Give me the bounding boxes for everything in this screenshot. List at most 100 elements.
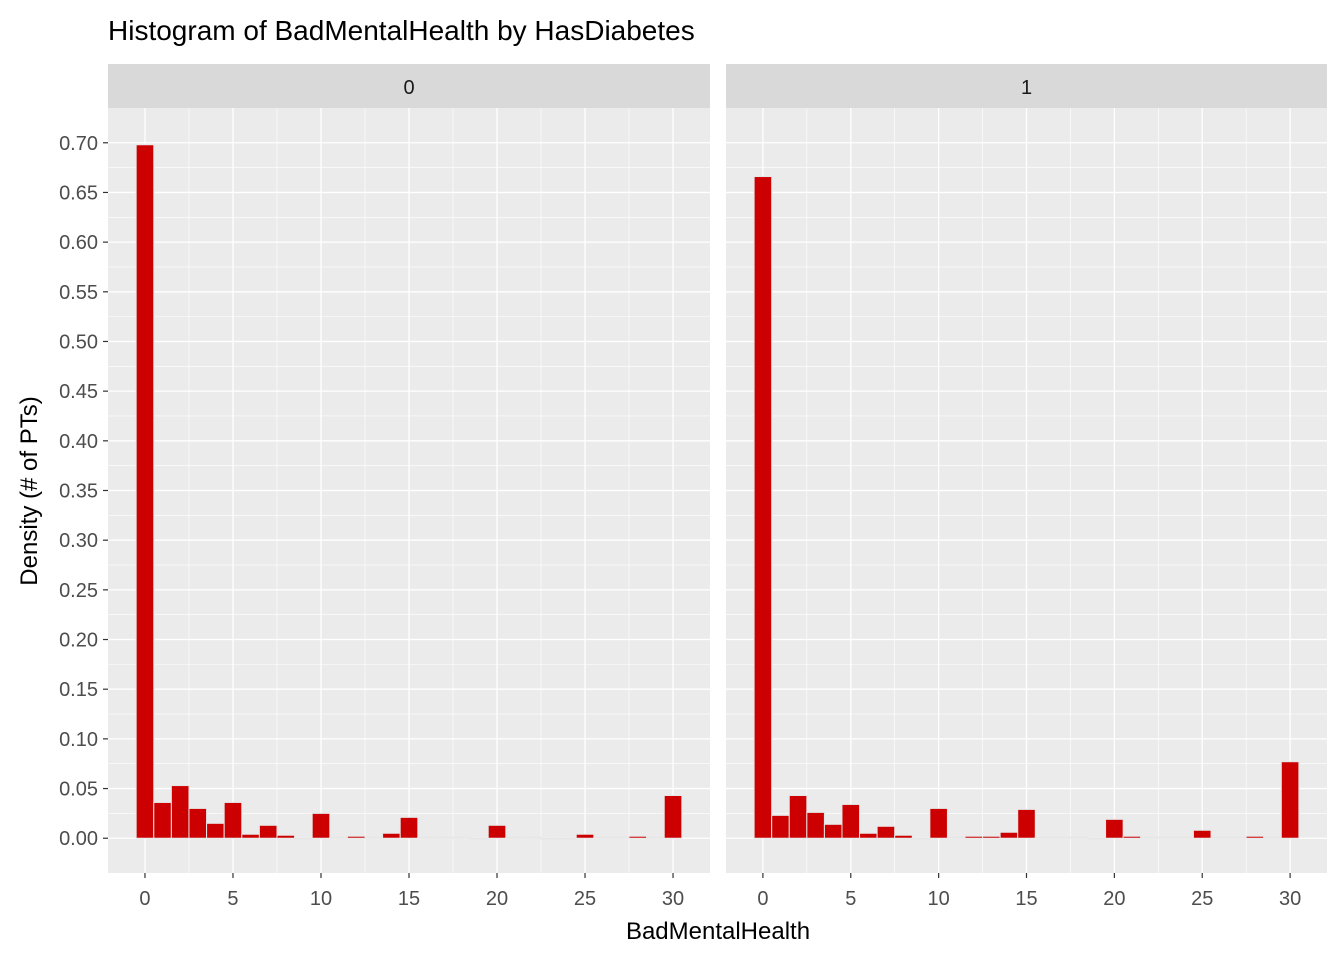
x-tick-label: 20 — [1103, 888, 1125, 910]
histogram-bar — [1034, 836, 1054, 839]
histogram-bar — [364, 836, 384, 839]
histogram-bar — [1105, 818, 1124, 839]
y-tick-label: 0.15 — [59, 679, 98, 701]
facet-strip-label: 1 — [1021, 77, 1032, 99]
x-tick-label: 10 — [928, 888, 950, 910]
histogram-bar — [1069, 836, 1089, 839]
x-tick-label: 30 — [1279, 888, 1301, 910]
histogram-bar — [206, 822, 225, 839]
x-tick-label: 5 — [845, 888, 856, 910]
histogram-bar — [894, 834, 913, 839]
histogram-bar — [823, 823, 843, 839]
histogram-bar — [646, 836, 665, 839]
histogram-bar — [258, 824, 278, 839]
histogram-bar — [1017, 808, 1036, 839]
x-tick-label: 25 — [574, 888, 596, 910]
histogram-bar — [522, 836, 542, 839]
x-tick-label: 0 — [757, 888, 768, 910]
histogram-bar — [241, 833, 260, 839]
histogram-bar — [558, 837, 577, 840]
y-tick-label: 0.00 — [59, 828, 98, 850]
histogram-bar — [1157, 836, 1177, 839]
x-tick-label: 5 — [227, 888, 238, 910]
histogram-bar — [434, 836, 454, 839]
chart-title: Histogram of BadMentalHealth by HasDiabe… — [108, 15, 695, 46]
histogram-bar — [1245, 835, 1265, 839]
histogram-bar — [628, 835, 648, 839]
y-tick-label: 0.05 — [59, 779, 98, 801]
histogram-bar — [788, 795, 808, 839]
histogram-bar — [294, 837, 313, 840]
facet-strip — [726, 64, 1327, 108]
x-tick-label: 30 — [662, 888, 684, 910]
histogram-bar — [487, 824, 507, 839]
histogram-bar — [505, 836, 524, 839]
histogram-bar — [170, 785, 190, 839]
x-tick-label: 20 — [486, 888, 508, 910]
x-tick-label: 10 — [310, 888, 332, 910]
histogram-bar — [911, 837, 931, 840]
y-tick-label: 0.50 — [59, 331, 98, 353]
histogram-bar — [1263, 836, 1282, 839]
plot-area: 0.00 0.05 0.10 0.15 0.20 0.25 0.30 0.35 0.40 0.45… — [59, 64, 1327, 910]
y-tick-label: 0.35 — [59, 481, 98, 503]
x-tick-label: 15 — [1015, 888, 1037, 910]
histogram-bar — [1210, 836, 1230, 839]
histogram-bar — [382, 832, 401, 839]
histogram-bar — [540, 837, 560, 840]
facet-strip — [108, 64, 710, 108]
histogram-bar — [593, 836, 612, 839]
y-tick-label: 0.20 — [59, 630, 98, 652]
histogram-bar — [859, 832, 878, 839]
y-tick-label: 0.65 — [59, 182, 98, 204]
histogram-bar — [753, 176, 773, 839]
facet-panel-0: 0 0 5 10 15 20 25 30 — [108, 64, 710, 910]
histogram-bar — [1175, 836, 1194, 839]
x-tick-label: 25 — [1191, 888, 1213, 910]
histogram-bar — [806, 811, 825, 839]
histogram-bar — [188, 807, 208, 839]
histogram-bar — [1140, 836, 1159, 839]
histogram-bar — [1192, 829, 1212, 839]
histogram-bar — [1052, 836, 1071, 839]
histogram-bar — [663, 795, 683, 839]
histogram-bar — [346, 835, 366, 839]
y-tick-label: 0.10 — [59, 729, 98, 751]
histogram-bar — [1087, 837, 1107, 840]
histogram-bar — [417, 836, 436, 839]
histogram-bar — [575, 833, 595, 839]
x-tick-label: 0 — [139, 888, 150, 910]
y-tick-label: 0.60 — [59, 232, 98, 254]
histogram-bar — [610, 836, 630, 839]
y-tick-label: 0.25 — [59, 580, 98, 602]
histogram-bar — [311, 812, 331, 839]
histogram-bar — [153, 801, 172, 839]
histogram-bar — [452, 836, 472, 839]
y-tick-label: 0.70 — [59, 133, 98, 155]
facet-strip-label: 0 — [403, 77, 414, 99]
histogram-bar — [929, 807, 948, 839]
histogram-bar — [470, 837, 489, 840]
y-tick-label: 0.40 — [59, 431, 98, 453]
histogram-bar — [399, 816, 419, 839]
histogram-bar — [946, 836, 966, 839]
histogram-bar — [1228, 836, 1247, 839]
facet-panel-1: 10 5 10 15 20 25 30 — [726, 64, 1327, 910]
histogram-bar — [329, 836, 348, 839]
y-tick-label: 0.55 — [59, 282, 98, 304]
histogram-bar — [1280, 761, 1300, 839]
histogram-bar — [1122, 835, 1142, 839]
x-axis-label: BadMentalHealth — [626, 918, 810, 945]
x-tick-label: 15 — [398, 888, 420, 910]
histogram-bar — [982, 835, 1001, 839]
histogram-bar — [999, 831, 1019, 839]
y-tick-label: 0.30 — [59, 530, 98, 552]
y-axis-label: Density (# of PTs) — [16, 396, 43, 585]
histogram-bar — [841, 803, 861, 839]
histogram-bar — [964, 835, 984, 839]
histogram-bar — [276, 834, 296, 839]
histogram-bar — [223, 801, 243, 839]
histogram-bar — [135, 144, 155, 839]
